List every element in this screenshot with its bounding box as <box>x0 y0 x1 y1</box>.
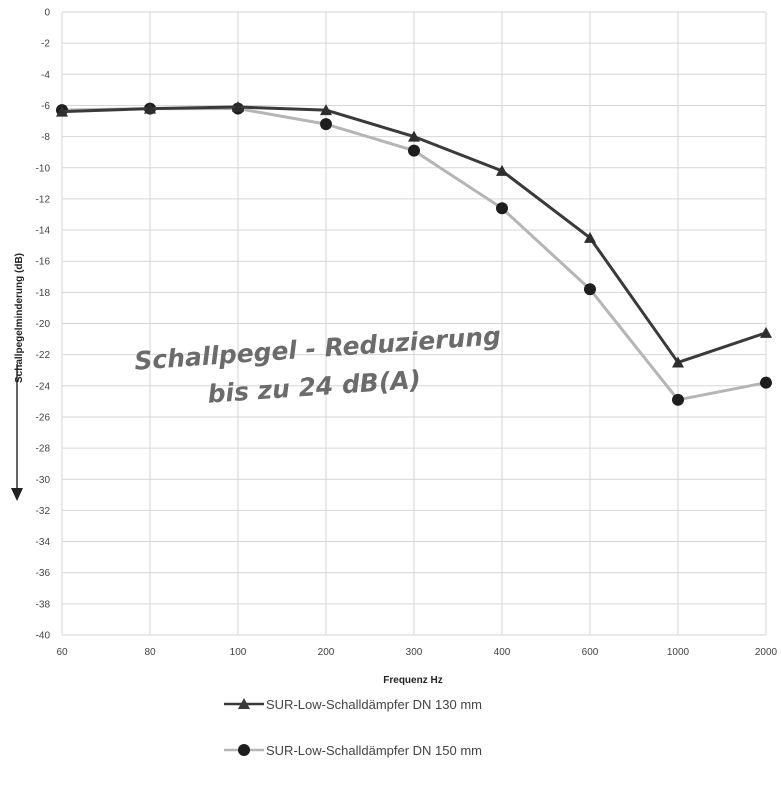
series-dn130 <box>56 101 772 368</box>
y-tick-label: -38 <box>36 599 51 610</box>
y-tick-label: -8 <box>41 132 50 143</box>
y-tick-label: -28 <box>36 444 51 455</box>
y-tick-label: -24 <box>36 381 51 392</box>
y-tick-label: -40 <box>36 631 51 642</box>
y-tick-label: -12 <box>36 194 51 205</box>
y-tick-label: -20 <box>36 319 51 330</box>
data-point-circle <box>408 144 420 157</box>
y-tick-label: -18 <box>36 288 51 299</box>
data-point-triangle <box>144 102 156 114</box>
y-tick-label: -4 <box>41 70 50 81</box>
data-point-circle <box>672 393 684 406</box>
y-tick-label: -10 <box>36 163 51 174</box>
data-point-triangle <box>408 130 420 142</box>
y-tick-label: -6 <box>41 101 50 112</box>
y-tick-label: -14 <box>36 226 51 237</box>
x-tick-label: 80 <box>144 647 156 658</box>
data-point-circle <box>320 118 332 131</box>
x-tick-label: 600 <box>582 647 599 658</box>
circle-marker-icon <box>224 744 264 756</box>
x-tick-label: 400 <box>494 647 511 658</box>
legend-label-dn150: SUR-Low-Schalldämpfer DN 150 mm <box>266 743 483 758</box>
grid <box>61 11 767 636</box>
x-tick-label: 200 <box>318 647 335 658</box>
y-tick-label: -26 <box>36 412 51 423</box>
x-tick-label: 1000 <box>667 647 690 658</box>
x-tick-label: 2000 <box>755 647 778 658</box>
data-point-circle <box>760 376 772 389</box>
data-point-triangle <box>232 101 244 113</box>
y-tick-label: -34 <box>36 537 51 548</box>
legend-item-dn150: SUR-Low-Schalldämpfer DN 150 mm <box>222 740 542 780</box>
x-axis-title: Frequenz Hz <box>383 675 442 686</box>
annotation-text: Schallpegel - Reduzierung bis zu 24 dB(A… <box>133 321 501 409</box>
data-point-triangle <box>584 231 596 243</box>
y-tick-label: 0 <box>44 8 50 19</box>
triangle-marker-icon <box>224 698 264 709</box>
legend: SUR-Low-Schalldämpfer DN 130 mm SUR-Low-… <box>222 694 542 786</box>
series-lines <box>56 101 772 406</box>
y-tick-label: -30 <box>36 475 51 486</box>
x-tick-label: 300 <box>406 647 423 658</box>
annotation-line-1: Schallpegel - Reduzierung <box>133 321 501 376</box>
legend-item-dn130: SUR-Low-Schalldämpfer DN 130 mm <box>222 694 542 734</box>
y-tick-labels: 0 -2 -4 -6 -8 -10 -12 -14 -16 -18 -20 -22 -24 -26 -28 -… <box>36 8 51 642</box>
legend-label-dn130: SUR-Low-Schalldämpfer DN 130 mm <box>266 697 483 712</box>
x-tick-label: 100 <box>230 647 247 658</box>
data-point-triangle <box>56 105 68 117</box>
y-tick-label: -16 <box>36 257 51 268</box>
data-point-triangle <box>760 326 772 338</box>
y-tick-label: -2 <box>41 39 50 50</box>
data-point-circle <box>496 202 508 215</box>
y-tick-label: -36 <box>36 568 51 579</box>
down-arrow-icon <box>11 364 23 501</box>
data-point-circle <box>584 283 596 296</box>
data-point-triangle <box>320 104 332 116</box>
x-tick-labels: 60 80 100 200 300 400 600 1000 2000 <box>56 647 777 658</box>
y-axis-title: Schallpegelminderung (dB) <box>14 253 25 383</box>
data-point-triangle <box>672 356 684 368</box>
x-tick-label: 60 <box>56 647 68 658</box>
y-tick-label: -32 <box>36 506 51 517</box>
annotation-line-2: bis zu 24 dB(A) <box>207 365 422 409</box>
y-tick-label: -22 <box>36 350 51 361</box>
data-point-triangle <box>496 164 508 176</box>
